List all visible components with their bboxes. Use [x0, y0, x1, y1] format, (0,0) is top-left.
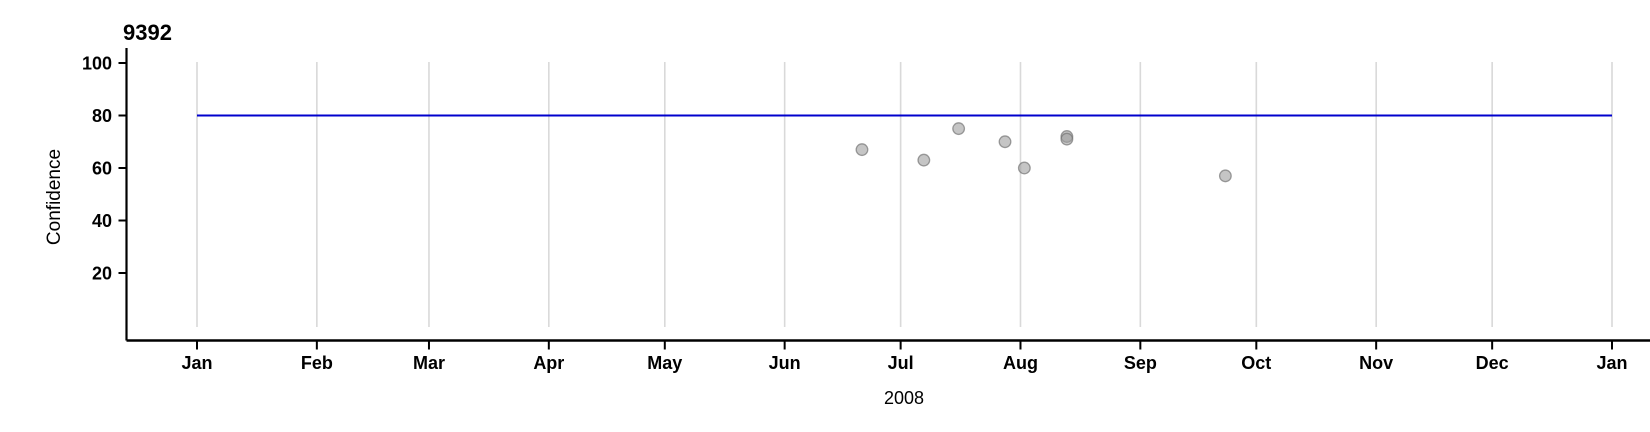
x-tick-label: Aug [1003, 353, 1038, 373]
confidence-time-series-chart: 9392 Confidence 2008 20 40 60 80 100 Jan Feb Ma… [40, 16, 1650, 416]
y-tick-label: 80 [92, 106, 112, 126]
data-point [917, 153, 931, 167]
x-tick-label: Apr [533, 353, 564, 373]
y-tick-label: 40 [92, 211, 112, 231]
x-axis-year-label: 2008 [884, 388, 924, 408]
data-point [1017, 161, 1031, 175]
y-tick-label: 60 [92, 159, 112, 179]
x-tick-label: Jan [1596, 353, 1627, 373]
chart-title: 9392 [123, 20, 172, 45]
x-tick-label: Jan [181, 353, 212, 373]
chart-canvas: 9392 Confidence 2008 20 40 60 80 100 Jan Feb Ma… [44, 20, 1650, 408]
data-point [952, 122, 966, 136]
x-tick-label: Sep [1124, 353, 1157, 373]
x-tick-label: May [647, 353, 682, 373]
axes-layer: 20 40 60 80 100 Jan Feb Mar Apr May Jun Jul Aug Sep Oc… [82, 48, 1650, 373]
month-gridlines [196, 62, 1613, 327]
data-point [855, 143, 869, 157]
y-tick-label: 20 [92, 264, 112, 284]
data-point [998, 135, 1012, 149]
x-tick-label: Dec [1476, 353, 1509, 373]
data-point-layer [855, 122, 1232, 183]
x-tick-label: Jul [888, 353, 914, 373]
y-tick-label: 100 [82, 54, 112, 74]
data-point [1060, 132, 1074, 146]
x-tick-label: Feb [301, 353, 333, 373]
x-tick-label: Jun [769, 353, 801, 373]
data-point [1218, 169, 1232, 183]
x-tick-label: Mar [413, 353, 445, 373]
x-tick-label: Nov [1359, 353, 1393, 373]
y-axis-label: Confidence [44, 149, 65, 245]
x-tick-label: Oct [1241, 353, 1271, 373]
